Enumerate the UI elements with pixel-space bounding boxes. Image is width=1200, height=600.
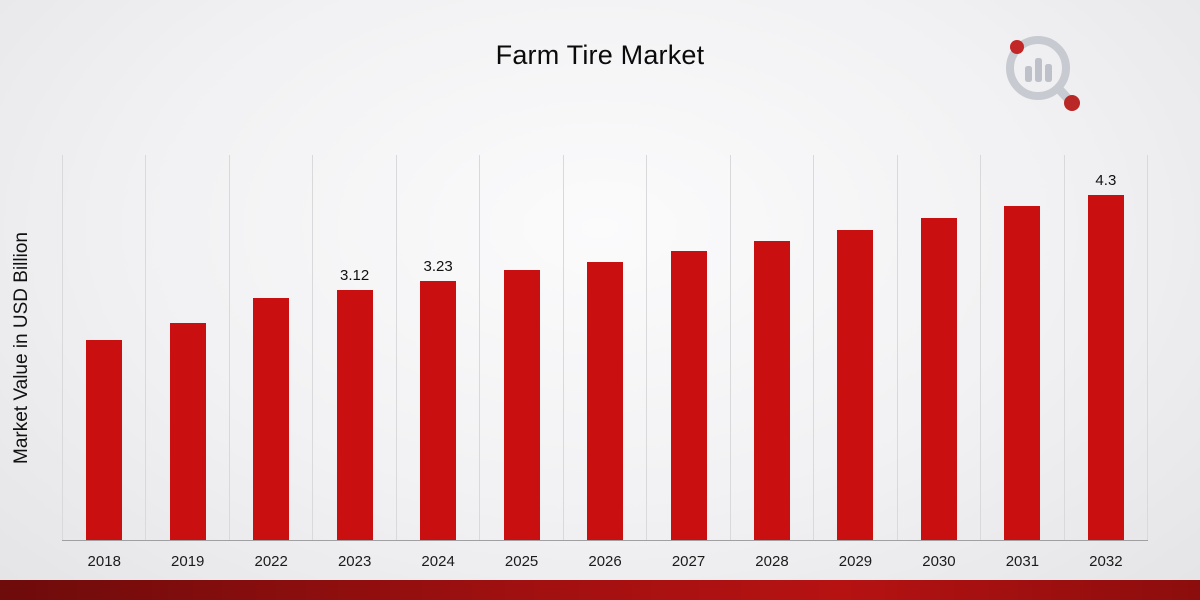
chart-title: Farm Tire Market [495,40,705,70]
x-axis-label: 2029 [838,553,873,570]
bar-2024: 3.23 [420,258,457,540]
x-axis-label: 2031 [1005,553,1040,570]
bar-2023: 3.12 [336,267,373,540]
chart-column: 2028 [729,155,813,570]
bar-value-label: 3.23 [423,257,453,275]
bar-2022 [253,297,290,540]
chart-column: 4.3 2032 [1063,155,1149,570]
x-axis-label: 2027 [671,553,706,570]
x-axis-label: 2026 [588,553,622,570]
chart-column: 2019 [145,155,228,570]
x-axis-label: 2032 [1089,553,1123,570]
bar-value-label: 4.3 [1095,172,1117,190]
chart-column: 2018 [62,155,145,570]
bar-2027 [670,251,707,540]
chart-column: 2026 [562,155,646,570]
y-axis-title: Market Value in USD Billion [11,232,32,464]
x-axis-label: 2025 [504,553,539,570]
x-axis-label: 2019 [171,553,205,570]
chart-column: 3.23 2024 [395,155,479,570]
x-axis-label: 2028 [755,553,789,570]
bar-2026 [587,261,624,540]
x-axis-label: 2024 [421,553,455,570]
chart-column: 2027 [646,155,729,570]
bar-2032: 4.3 [1087,172,1124,540]
footer-accent-bar [0,580,1200,600]
x-axis-label: 2030 [922,553,956,570]
chart-column: 3.12 2023 [312,155,395,570]
bar-2018 [86,340,123,540]
chart-column: 2025 [479,155,562,570]
bar-2019 [169,322,206,540]
bar-chart: 2018 2019 2022 3.12 2023 3.23 2024 2025 2026 2027… [62,155,1149,570]
bar-2029 [837,229,874,540]
market-research-logo-icon [1006,36,1080,111]
chart-column: 2030 [896,155,980,570]
x-axis-label: 2022 [254,553,288,570]
chart-column: 2031 [980,155,1063,570]
chart-column: 2029 [813,155,896,570]
bar-2025 [503,269,540,540]
x-axis-label: 2018 [87,553,121,570]
bar-2028 [753,240,790,540]
x-axis-label: 2023 [337,553,372,570]
bar-value-label: 3.12 [340,266,370,284]
bar-2031 [1004,205,1041,540]
chart-column: 2022 [228,155,312,570]
bar-2030 [920,217,957,540]
